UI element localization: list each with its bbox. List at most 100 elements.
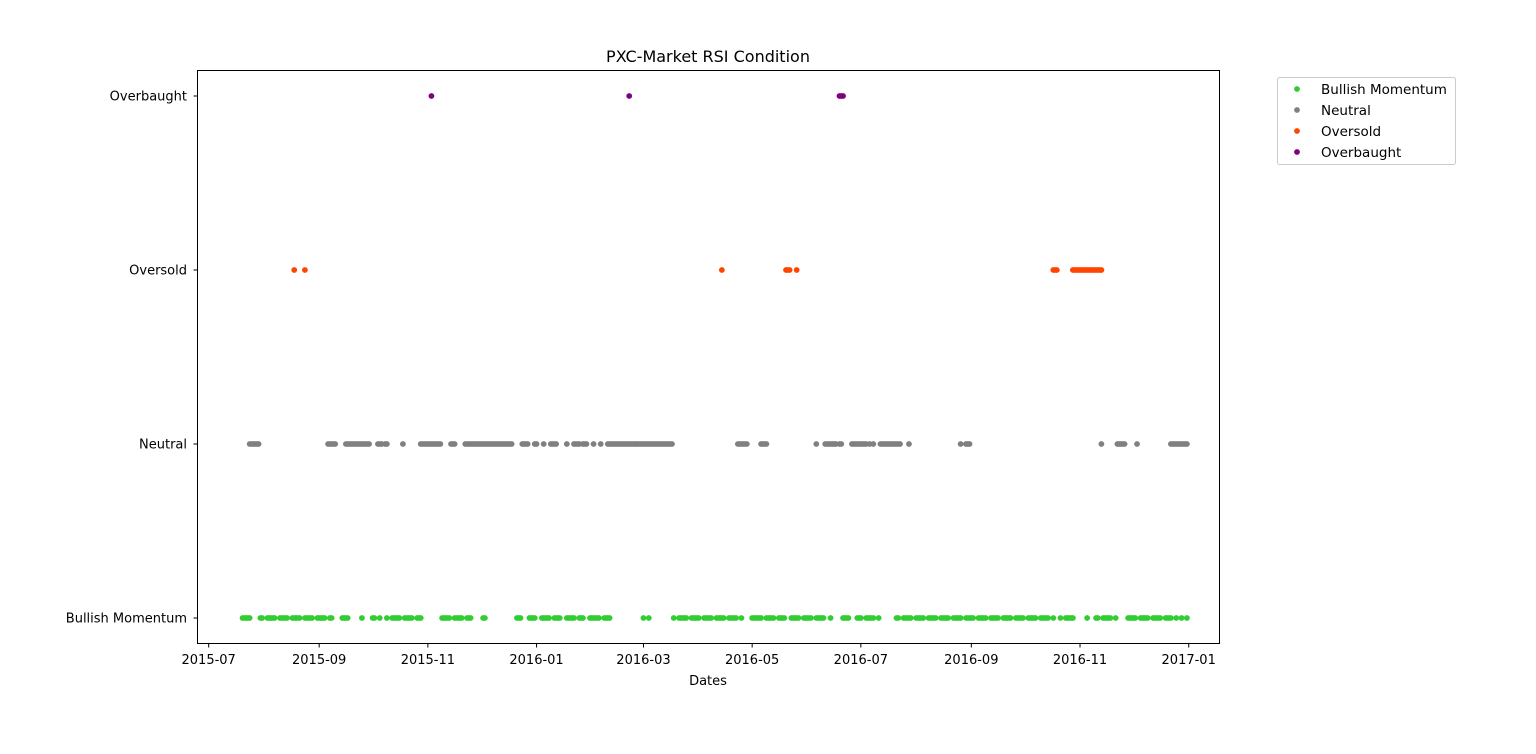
point-neutral-91 — [583, 441, 590, 447]
point-bullish-momentum-65 — [458, 615, 465, 621]
point-bullish-momentum-47 — [396, 615, 403, 621]
point-neutral-24 — [366, 441, 372, 447]
point-bullish-momentum-246 — [1069, 615, 1076, 621]
x-axis-label: Dates — [689, 674, 727, 689]
point-neutral-79 — [540, 441, 547, 447]
x-tick-label-4: 2016-03 — [616, 653, 670, 668]
legend-label-bullish-momentum: Bullish Momentum — [1321, 82, 1447, 98]
point-bullish-momentum-274 — [1167, 615, 1174, 621]
point-bullish-momentum-277 — [1184, 615, 1190, 621]
point-bullish-momentum-164 — [827, 615, 834, 621]
y-tick-label-overbaught: Overbaught — [110, 90, 187, 105]
point-bullish-momentum-179 — [895, 615, 902, 621]
point-neutral-30 — [400, 441, 406, 447]
legend-marker-bullish-momentum — [1294, 86, 1300, 92]
legend-label-oversold: Oversold — [1321, 124, 1381, 140]
y-axis: Bullish Momentum Neutral Oversold Overbaugh… — [66, 90, 198, 627]
point-bullish-momentum-42 — [383, 615, 390, 621]
point-neutral-185 — [1134, 441, 1140, 447]
point-neutral-10 — [332, 441, 339, 447]
point-neutral-175 — [957, 441, 964, 447]
point-bullish-momentum-77 — [531, 615, 538, 621]
point-bullish-momentum-260 — [1132, 615, 1139, 621]
point-bullish-momentum-224 — [1007, 615, 1014, 621]
point-neutral-92 — [590, 441, 597, 447]
legend-marker-oversold — [1294, 128, 1300, 134]
x-axis: 2015-07 2015-09 2015-11 2016-01 2016-03 2016-… — [182, 643, 1216, 668]
point-bullish-momentum-4 — [246, 615, 253, 621]
chart-title: PXC-Market RSI Condition — [606, 47, 810, 66]
point-bullish-momentum-247 — [1084, 615, 1091, 621]
point-bullish-momentum-41 — [376, 615, 383, 621]
point-neutral-173 — [897, 441, 903, 447]
x-tick-label-8: 2016-11 — [1053, 653, 1107, 668]
point-bullish-momentum-270 — [1157, 615, 1164, 621]
point-overbaught-4 — [840, 93, 846, 99]
point-bullish-momentum-163 — [820, 615, 827, 621]
point-bullish-momentum-86 — [556, 615, 563, 621]
point-bullish-momentum-275 — [1173, 615, 1180, 621]
point-bullish-momentum-204 — [957, 615, 964, 621]
point-bullish-momentum-6 — [259, 615, 266, 621]
point-neutral-72 — [508, 441, 515, 447]
x-tick-label-5: 2016-05 — [725, 653, 779, 668]
point-bullish-momentum-127 — [720, 615, 727, 621]
point-neutral-174 — [906, 441, 912, 447]
point-bullish-momentum-16 — [284, 615, 290, 621]
legend-marker-neutral — [1294, 107, 1300, 113]
point-overbaught-1 — [626, 93, 633, 99]
legend-frame — [1277, 77, 1456, 165]
x-tick-label-6: 2016-07 — [834, 653, 888, 668]
point-bullish-momentum-70 — [481, 615, 488, 621]
point-bullish-momentum-40 — [371, 615, 378, 621]
point-bullish-momentum-91 — [571, 615, 577, 621]
point-bullish-momentum-139 — [758, 615, 764, 621]
point-bullish-momentum-276 — [1178, 615, 1185, 621]
point-bullish-momentum-194 — [932, 615, 939, 621]
point-neutral-5 — [255, 441, 262, 447]
point-neutral-184 — [1121, 441, 1128, 447]
point-oversold-26 — [1098, 267, 1105, 273]
point-bullish-momentum-37 — [344, 615, 351, 621]
x-tick-label-9: 2017-01 — [1162, 653, 1216, 668]
point-neutral-150 — [838, 441, 845, 447]
point-oversold-1 — [302, 267, 308, 273]
point-bullish-momentum-158 — [808, 615, 814, 621]
point-bullish-momentum-33 — [328, 615, 335, 621]
point-bullish-momentum-52 — [408, 615, 415, 621]
legend-label-neutral: Neutral — [1321, 103, 1371, 119]
point-oversold-0 — [291, 267, 298, 273]
point-oversold-2 — [718, 267, 725, 273]
point-bullish-momentum-254 — [1107, 615, 1114, 621]
point-bullish-momentum-255 — [1112, 615, 1119, 621]
point-neutral-83 — [553, 441, 560, 447]
y-tick-label-neutral: Neutral — [139, 438, 187, 453]
scatter-points — [239, 93, 1190, 621]
point-neutral-45 — [451, 441, 458, 447]
point-bullish-momentum-240 — [1050, 615, 1057, 621]
x-tick-label-2: 2015-11 — [401, 653, 455, 668]
point-neutral-178 — [966, 441, 973, 447]
point-oversold-5 — [786, 267, 793, 273]
point-bullish-momentum-144 — [770, 615, 777, 621]
x-tick-label-3: 2016-01 — [509, 653, 563, 668]
point-bullish-momentum-104 — [606, 615, 613, 621]
y-tick-label-oversold: Oversold — [129, 264, 187, 279]
point-neutral-140 — [763, 441, 770, 447]
point-bullish-momentum-199 — [945, 615, 952, 621]
plot-area-frame — [197, 70, 1220, 644]
point-bullish-momentum-265 — [1144, 615, 1151, 621]
point-bullish-momentum-214 — [982, 615, 989, 621]
point-neutral-179 — [1098, 441, 1105, 447]
point-bullish-momentum-133 — [738, 615, 745, 621]
point-bullish-momentum-189 — [920, 615, 927, 621]
point-bullish-momentum-55 — [417, 615, 424, 621]
point-bullish-momentum-122 — [708, 615, 715, 621]
legend-label-overbaught: Overbaught — [1321, 145, 1401, 161]
point-bullish-momentum-60 — [446, 615, 453, 621]
point-bullish-momentum-68 — [467, 615, 474, 621]
point-neutral-130 — [669, 441, 675, 447]
point-neutral-29 — [383, 441, 390, 447]
point-neutral-78 — [533, 441, 540, 447]
point-bullish-momentum-105 — [640, 615, 647, 621]
